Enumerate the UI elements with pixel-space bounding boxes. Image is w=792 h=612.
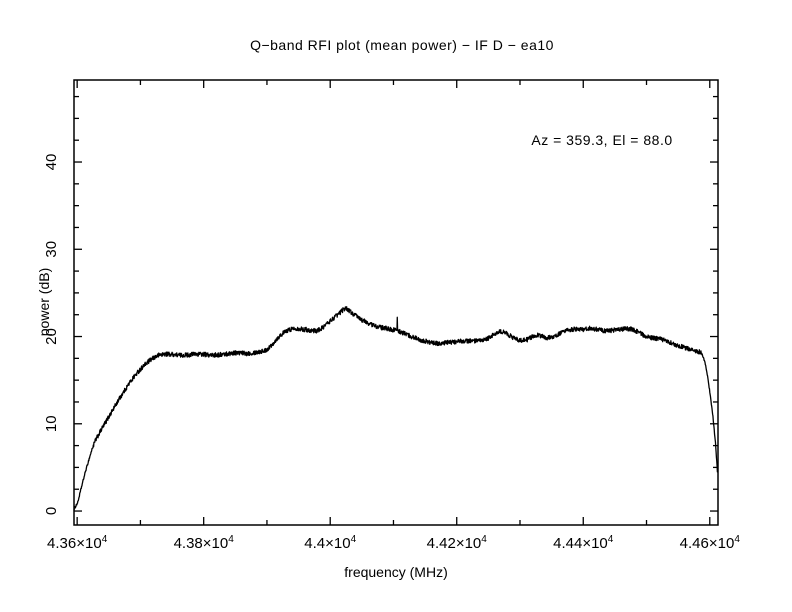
x-tick-label: 4.42×104 — [427, 534, 488, 552]
axes-layer: 4.36×104 4.38×104 4.4×104 4.42×104 4.44×104 4… — [43, 79, 741, 552]
chart-title: Q−band RFI plot (mean power) − IF D − ea… — [250, 37, 554, 53]
curve-layer — [73, 306, 719, 511]
y-axis-label: power (dB) — [36, 268, 52, 336]
x-tick-label: 4.46×104 — [680, 534, 741, 552]
x-tick-label: 4.4×104 — [304, 534, 356, 552]
y-tick-label: 30 — [43, 241, 60, 258]
az-el-annotation: Az = 359.3, El = 88.0 — [531, 132, 672, 148]
y-tick-label: 20 — [43, 328, 60, 345]
plot-box — [73, 79, 719, 526]
x-axis-label: frequency (MHz) — [344, 564, 447, 580]
y-tick-label: 40 — [43, 154, 60, 171]
y-tick-label: 0 — [43, 507, 60, 515]
mean-power-curve — [73, 306, 719, 511]
x-tick-label: 4.38×104 — [174, 534, 235, 552]
y-tick-label: 10 — [43, 415, 60, 432]
x-tick-label: 4.36×104 — [47, 534, 108, 552]
x-tick-label: 4.44×104 — [553, 534, 614, 552]
